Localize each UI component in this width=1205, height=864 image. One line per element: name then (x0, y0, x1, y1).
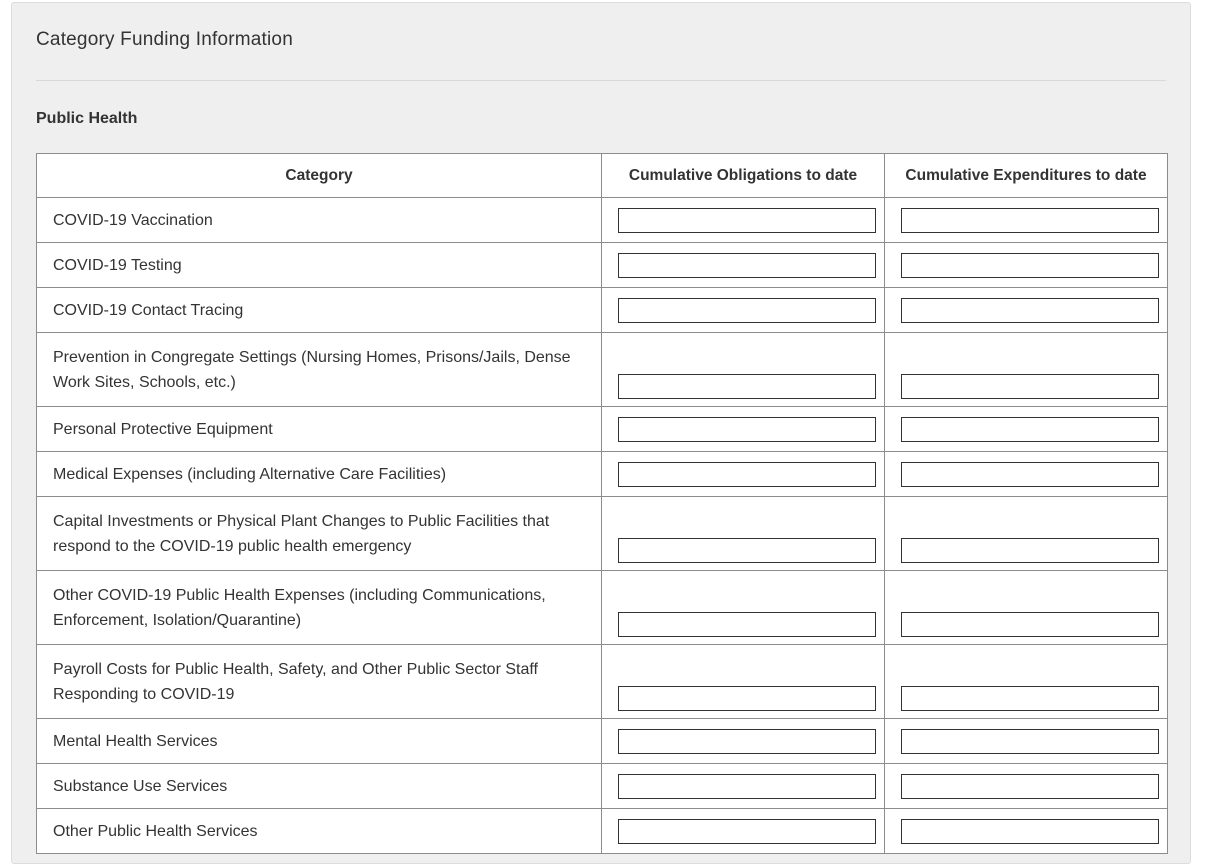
table-row: Payroll Costs for Public Health, Safety,… (36, 644, 1168, 719)
category-cell: Mental Health Services (36, 718, 602, 764)
expenditures-cell (884, 808, 1168, 854)
table-row: Substance Use Services (36, 763, 1168, 809)
divider (36, 80, 1166, 81)
header-expenditures: Cumulative Expenditures to date (884, 153, 1168, 198)
category-cell: COVID-19 Testing (36, 242, 602, 288)
expenditures-input[interactable] (901, 773, 1159, 799)
obligations-cell (601, 287, 885, 333)
table-row: Medical Expenses (including Alternative … (36, 451, 1168, 497)
obligations-cell (601, 242, 885, 288)
expenditures-input[interactable] (901, 612, 1159, 637)
category-cell: Other Public Health Services (36, 808, 602, 854)
expenditures-cell (884, 197, 1168, 243)
table-row: Personal Protective Equipment (36, 406, 1168, 452)
expenditures-cell (884, 451, 1168, 497)
obligations-input[interactable] (618, 252, 876, 278)
obligations-input[interactable] (618, 207, 876, 233)
expenditures-input[interactable] (901, 416, 1159, 442)
obligations-input[interactable] (618, 818, 876, 844)
obligations-input[interactable] (618, 773, 876, 799)
category-cell: Substance Use Services (36, 763, 602, 809)
obligations-cell (601, 451, 885, 497)
header-category: Category (36, 153, 602, 198)
table-row: Capital Investments or Physical Plant Ch… (36, 496, 1168, 571)
expenditures-cell (884, 644, 1168, 719)
obligations-cell (601, 406, 885, 452)
obligations-input[interactable] (618, 612, 876, 637)
table-row: Mental Health Services (36, 718, 1168, 764)
category-funding-panel: Category Funding Information Public Heal… (11, 2, 1191, 864)
funding-table: Category Cumulative Obligations to date … (36, 153, 1168, 854)
expenditures-cell (884, 570, 1168, 645)
category-cell: Medical Expenses (including Alternative … (36, 451, 602, 497)
expenditures-input[interactable] (901, 818, 1159, 844)
obligations-input[interactable] (618, 461, 876, 487)
expenditures-input[interactable] (901, 252, 1159, 278)
obligations-input[interactable] (618, 416, 876, 442)
obligations-cell (601, 197, 885, 243)
obligations-input[interactable] (618, 374, 876, 399)
category-cell: Payroll Costs for Public Health, Safety,… (36, 644, 602, 719)
expenditures-input[interactable] (901, 538, 1159, 563)
obligations-input[interactable] (618, 686, 876, 711)
table-row: COVID-19 Contact Tracing (36, 287, 1168, 333)
expenditures-input[interactable] (901, 686, 1159, 711)
expenditures-input[interactable] (901, 461, 1159, 487)
obligations-input[interactable] (618, 297, 876, 323)
panel-title: Category Funding Information (36, 29, 293, 50)
expenditures-input[interactable] (901, 207, 1159, 233)
category-cell: COVID-19 Contact Tracing (36, 287, 602, 333)
expenditures-cell (884, 718, 1168, 764)
header-obligations: Cumulative Obligations to date (601, 153, 885, 198)
table-row: COVID-19 Vaccination (36, 197, 1168, 243)
expenditures-cell (884, 763, 1168, 809)
expenditures-cell (884, 406, 1168, 452)
category-cell: Other COVID-19 Public Health Expenses (i… (36, 570, 602, 645)
expenditures-cell (884, 496, 1168, 571)
obligations-cell (601, 763, 885, 809)
expenditures-input[interactable] (901, 728, 1159, 754)
expenditures-input[interactable] (901, 297, 1159, 323)
obligations-cell (601, 332, 885, 407)
obligations-input[interactable] (618, 728, 876, 754)
table-row: Other COVID-19 Public Health Expenses (i… (36, 570, 1168, 645)
category-cell: Prevention in Congregate Settings (Nursi… (36, 332, 602, 407)
obligations-cell (601, 808, 885, 854)
expenditures-cell (884, 287, 1168, 333)
section-title: Public Health (36, 110, 138, 127)
expenditures-input[interactable] (901, 374, 1159, 399)
expenditures-cell (884, 332, 1168, 407)
table-row: Other Public Health Services (36, 808, 1168, 854)
table-row: Prevention in Congregate Settings (Nursi… (36, 332, 1168, 407)
table-header-row: Category Cumulative Obligations to date … (36, 153, 1168, 198)
obligations-cell (601, 570, 885, 645)
category-cell: COVID-19 Vaccination (36, 197, 602, 243)
obligations-cell (601, 496, 885, 571)
table-row: COVID-19 Testing (36, 242, 1168, 288)
category-cell: Capital Investments or Physical Plant Ch… (36, 496, 602, 571)
expenditures-cell (884, 242, 1168, 288)
category-cell: Personal Protective Equipment (36, 406, 602, 452)
obligations-cell (601, 644, 885, 719)
obligations-cell (601, 718, 885, 764)
obligations-input[interactable] (618, 538, 876, 563)
